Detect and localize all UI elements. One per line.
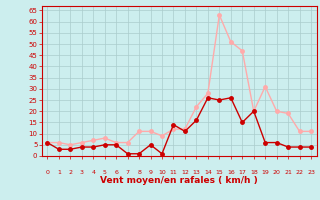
X-axis label: Vent moyen/en rafales ( km/h ): Vent moyen/en rafales ( km/h ) <box>100 176 258 185</box>
